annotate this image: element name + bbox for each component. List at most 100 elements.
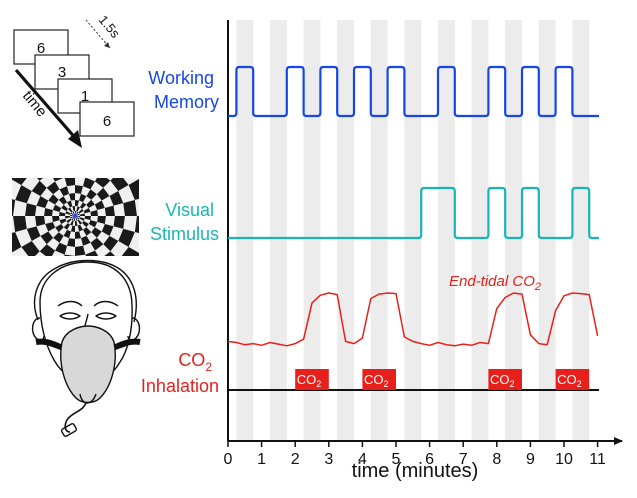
checker-cell [78, 208, 84, 214]
checker-cell [82, 221, 89, 228]
checker-cell [21, 241, 40, 256]
checker-cell [80, 223, 87, 230]
x-tick-label-5: 5 [392, 451, 401, 468]
checker-cell [80, 202, 87, 209]
checker-cell [69, 193, 75, 201]
checker-cell [82, 204, 89, 211]
checker-cell [90, 210, 98, 216]
checker-cell [104, 216, 115, 227]
checker-cell [15, 228, 32, 247]
checker-cell [86, 178, 97, 182]
checker-cell [52, 204, 62, 212]
checker-cell [90, 181, 104, 195]
checker-cell [123, 216, 137, 232]
checker-cell [53, 178, 64, 182]
checker-cell [77, 219, 83, 225]
checker-cell [104, 251, 115, 256]
left-eye [59, 312, 81, 320]
mask-valve [79, 393, 97, 404]
checker-cell [75, 264, 91, 278]
checker-cell [44, 208, 53, 216]
shaded-band-1 [270, 20, 287, 441]
checker-cell [86, 232, 97, 243]
checker-cell [48, 227, 59, 238]
shaded-band-5 [404, 20, 422, 441]
checker-cell [67, 219, 73, 225]
checker-cell [59, 235, 69, 246]
x-tick-label-4: 4 [358, 451, 367, 468]
checker-cell [79, 213, 85, 216]
checkerboard-pattern [12, 140, 139, 292]
checker-cell [55, 276, 75, 292]
checker-cell [67, 238, 75, 247]
checker-cell [64, 254, 75, 256]
checker-cell [59, 186, 69, 197]
checker-cell [45, 222, 56, 232]
checker-cell [78, 218, 84, 224]
co2-block-3: CO2 [555, 369, 590, 390]
visual-stimulus-label-line1: Visual [165, 200, 214, 220]
card-2-digit: 3 [58, 64, 66, 81]
checker-cell [21, 150, 44, 172]
checker-cell [55, 140, 75, 156]
right-brow [93, 300, 119, 307]
x-tick-label-1: 1 [257, 451, 266, 468]
shaded-band-3 [337, 20, 354, 441]
checker-cell [79, 193, 87, 203]
checker-cell [44, 216, 53, 224]
checker-cell [66, 208, 72, 214]
checker-cell [121, 247, 139, 256]
checker-cell [91, 270, 113, 290]
checker-cell [39, 178, 55, 188]
checker-cell [91, 227, 102, 238]
checker-cell [79, 216, 85, 219]
checker-cell [59, 154, 75, 168]
face-mask-icon [31, 259, 141, 437]
co2-block-label-3: CO2 [557, 372, 582, 389]
shaded-band-6 [438, 20, 455, 441]
checker-cell [84, 211, 91, 216]
checker-cell [110, 241, 129, 256]
co2-inhalation-label-line1: CO2 [178, 350, 212, 374]
co2-block-label-2: CO2 [490, 372, 515, 389]
checker-cell [75, 178, 86, 187]
checker-cell [109, 191, 124, 206]
checker-cell [59, 218, 67, 224]
checker-cell [70, 220, 74, 226]
checker-cell [72, 206, 75, 212]
shaded-bands [236, 20, 590, 441]
checker-cell [79, 211, 85, 215]
shaded-band-9 [538, 20, 556, 441]
checker-cell [103, 236, 119, 252]
checker-cell [79, 229, 87, 239]
checker-cell [79, 217, 85, 221]
checker-cell [63, 223, 70, 230]
checker-cell [12, 178, 27, 185]
checker-cell [113, 203, 125, 216]
checker-cell [52, 220, 62, 228]
checker-cell [75, 220, 78, 226]
left-brow [57, 300, 83, 307]
checker-cell [123, 200, 137, 216]
x-tick-label-0: 0 [224, 451, 233, 468]
checker-cell [106, 150, 129, 172]
checker-cell [53, 189, 64, 200]
checker-cell [85, 250, 99, 256]
checker-cell [67, 224, 73, 232]
checker-cell [75, 200, 80, 207]
checker-cell [39, 244, 55, 256]
checker-cell [40, 187, 54, 201]
x-tick-label-10: 10 [555, 451, 573, 468]
breathing-tube [64, 401, 87, 433]
checker-cell [75, 225, 80, 232]
time-label: time [19, 88, 50, 121]
checker-cell [70, 200, 75, 207]
checker-cell [75, 206, 78, 212]
checker-cell [128, 179, 139, 200]
checker-cell [76, 206, 80, 212]
checkerboard-icon [12, 140, 139, 292]
checker-cell [63, 193, 71, 203]
checker-cell [88, 220, 98, 228]
checker-cell [36, 196, 49, 208]
